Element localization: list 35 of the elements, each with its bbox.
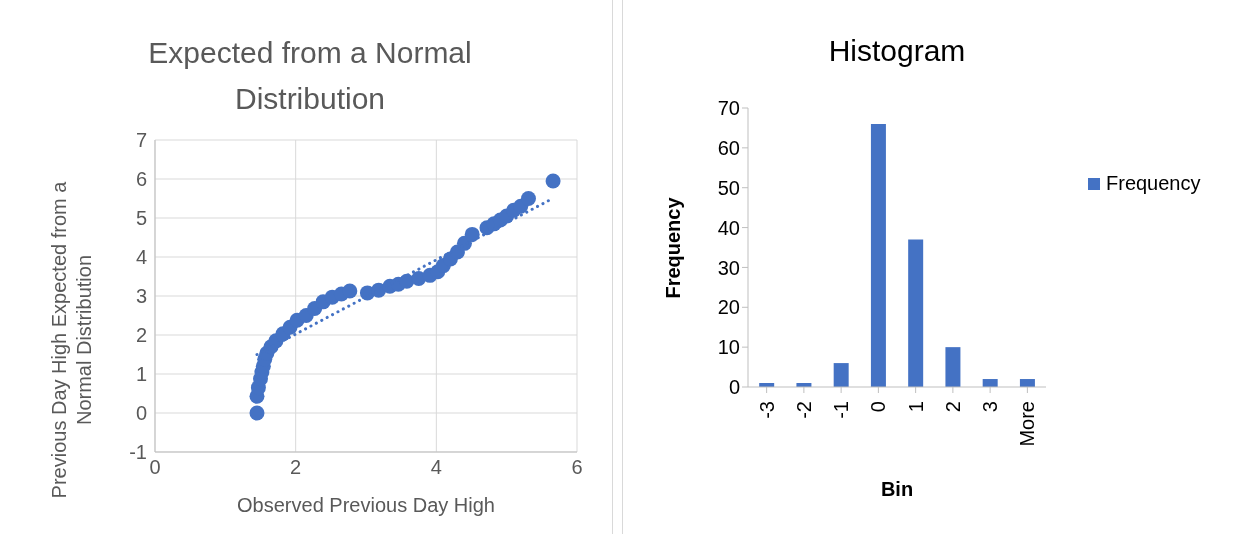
x-tick-label: -1 xyxy=(830,401,853,419)
y-tick-label: 40 xyxy=(717,216,740,239)
y-tick-label: 5 xyxy=(135,207,147,230)
chart-title: Histogram xyxy=(828,34,966,67)
x-tick-label: 2 xyxy=(290,456,302,479)
y-tick-label: 0 xyxy=(728,376,740,399)
x-tick-label: -2 xyxy=(792,401,815,419)
y-tick-label: 4 xyxy=(135,246,147,269)
legend-label: Frequency xyxy=(1106,172,1201,195)
x-tick-label: 2 xyxy=(941,401,964,413)
x-tick-label: 6 xyxy=(571,456,583,479)
y-tick-label: 10 xyxy=(717,336,740,359)
x-tick-label: 0 xyxy=(149,456,161,479)
y-tick-label: -1 xyxy=(129,441,147,464)
y-tick-label: 70 xyxy=(717,97,740,120)
y-tick-label: 60 xyxy=(717,136,740,159)
y-axis-title: Previous Day High Expected from a Normal Distribution xyxy=(48,181,95,499)
y-tick-label: 6 xyxy=(135,168,147,191)
chart-title: Expected from a Normal Distribution xyxy=(148,36,472,115)
y-tick-label: 1 xyxy=(135,363,147,386)
x-tick-label: -3 xyxy=(755,401,778,419)
x-axis-title: Bin xyxy=(880,478,914,500)
x-tick-label: 3 xyxy=(979,401,1002,413)
y-axis-title: Frequency xyxy=(662,197,684,299)
y-tick-label: 2 xyxy=(135,324,147,347)
y-tick-label: 30 xyxy=(717,256,740,279)
y-tick-label: 7 xyxy=(135,129,147,152)
x-axis-title: Observed Previous Day High xyxy=(237,494,495,516)
x-tick-label: 0 xyxy=(867,401,890,413)
x-tick-label: 1 xyxy=(904,401,927,413)
y-tick-label: 50 xyxy=(717,176,740,199)
x-tick-label: More xyxy=(1016,401,1039,447)
y-tick-label: 3 xyxy=(135,285,147,308)
y-tick-label: 20 xyxy=(717,296,740,319)
x-tick-label: 4 xyxy=(430,456,442,479)
